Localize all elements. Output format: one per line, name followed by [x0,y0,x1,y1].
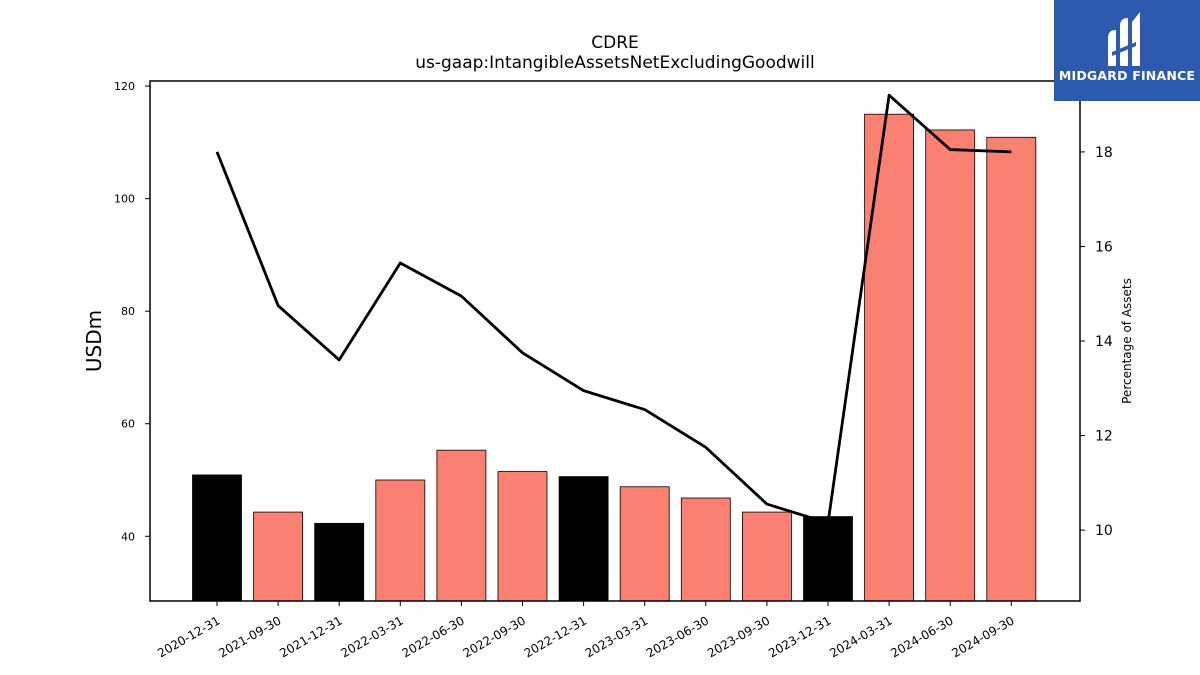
y-tick-label: 80 [121,305,135,318]
x-tick-label: 2021-12-31 [277,613,344,660]
chart-subtitle: us-gaap:IntangibleAssetsNetExcludingGood… [415,53,814,73]
bar-2020-12-31 [192,474,242,602]
bar-2024-06-30 [925,129,976,602]
midgard-logo-mark-icon [1108,12,1140,66]
bar-2022-06-30 [436,449,487,602]
x-tick-label: 2022-12-31 [522,613,589,660]
x-axis: 2020-12-312021-09-302021-12-312022-03-31… [155,601,1017,660]
y2-tick-label: 10 [1095,523,1113,539]
bar-2023-06-30 [680,497,731,602]
bar-2022-03-31 [375,479,426,602]
logo-text: MIDGARD FINANCE [1058,68,1196,83]
y-axis-left: 40 60 80 100 120 [114,80,150,543]
x-tick-label: 2021-09-30 [216,613,283,660]
chart-title: CDRE [591,33,639,53]
bar-2023-09-30 [742,511,792,602]
y2-tick-label: 18 [1095,145,1113,161]
x-tick-label: 2022-06-30 [399,613,466,660]
y2-tick-label: 12 [1095,429,1113,445]
x-tick-label: 2023-06-30 [644,613,711,660]
y-axis-label: USDm [82,310,106,372]
bar-2022-12-31 [558,476,609,602]
percentage-line [215,93,1012,525]
y2-tick-label: 16 [1095,239,1113,255]
x-tick-label: 2023-12-31 [766,613,833,660]
y-axis-right: 10 12 14 16 18 [1080,145,1113,539]
x-tick-label: 2023-03-31 [583,613,650,660]
bar-2022-09-30 [497,471,548,602]
y-tick-label: 100 [114,193,135,206]
bar-2023-03-31 [619,486,670,602]
bar-2021-09-30 [253,511,304,602]
bar-2023-12-31 [803,516,853,602]
y2-tick-label: 14 [1095,334,1113,350]
bar-2024-09-30 [986,136,1037,602]
x-tick-label: 2024-06-30 [888,613,955,660]
bar-series [192,113,1037,602]
y-tick-label: 120 [114,80,135,93]
x-tick-label: 2024-03-31 [827,613,894,660]
y-tick-label: 40 [121,530,135,543]
x-tick-label: 2022-09-30 [461,613,528,660]
x-tick-label: 2024-09-30 [949,613,1016,660]
bar-2021-12-31 [314,522,365,602]
x-tick-label: 2023-09-30 [705,613,772,660]
x-tick-label: 2020-12-31 [155,613,222,660]
midgard-finance-logo: MIDGARD FINANCE [1054,0,1200,101]
percentage-line-series [215,93,1012,525]
y-tick-label: 60 [121,418,135,431]
bar-2024-03-31 [864,113,914,602]
x-tick-label: 2022-03-31 [338,613,405,660]
y2-axis-label: Percentage of Assets [1120,278,1134,404]
